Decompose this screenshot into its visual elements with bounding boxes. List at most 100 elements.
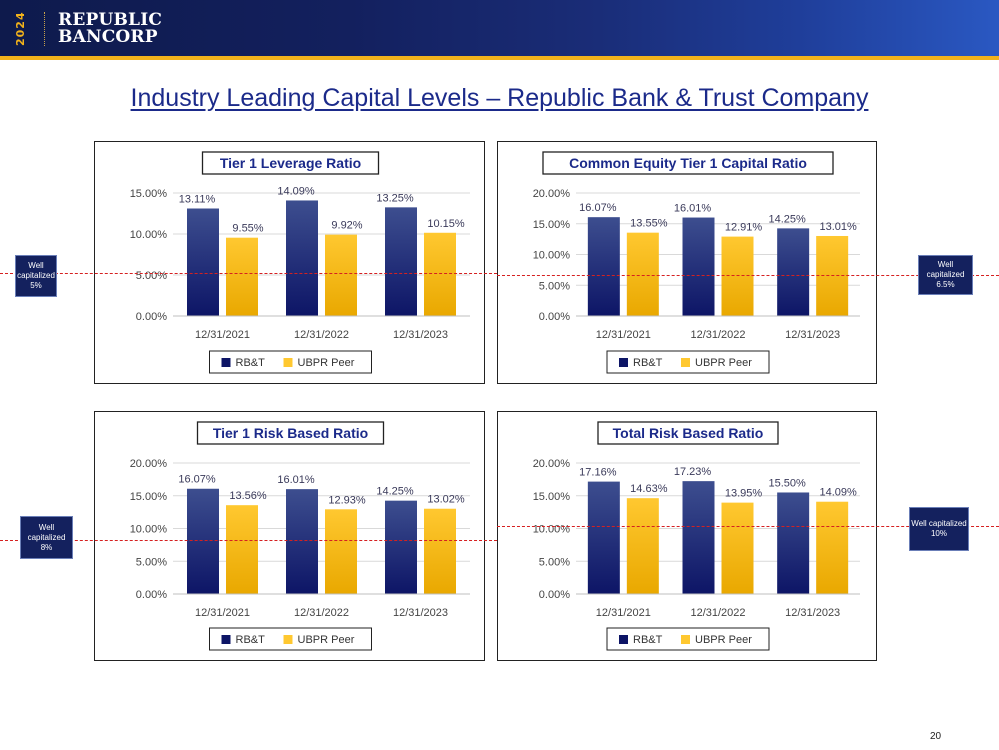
- y-tick-label: 0.00%: [136, 311, 167, 323]
- y-tick-label: 0.00%: [136, 589, 167, 601]
- bar-rbt: [385, 500, 417, 594]
- y-tick-label: 15.00%: [533, 491, 571, 503]
- chart-panel-cet1: Common Equity Tier 1 Capital Ratio 0.00% 5…: [497, 141, 877, 384]
- legend-swatch-rbt: [619, 358, 628, 367]
- bar-ubpr-peer: [325, 509, 357, 594]
- x-tick-label: 12/31/2022: [294, 329, 349, 341]
- header-banner: 2024 REPUBLIC BANCORP: [0, 0, 999, 56]
- data-label-ubpr-peer: 13.02%: [427, 494, 465, 506]
- data-label-ubpr-peer: 9.92%: [331, 220, 362, 232]
- logo-text-bancorp: BANCORP: [58, 27, 158, 47]
- legend-swatch-ubpr-peer: [283, 358, 293, 367]
- x-tick-label: 12/31/2021: [195, 607, 250, 619]
- y-tick-label: 15.00%: [130, 188, 168, 200]
- y-tick-label: 10.00%: [130, 524, 168, 536]
- bar-rbt: [587, 217, 620, 316]
- bar-ubpr-peer: [424, 232, 456, 316]
- data-label-rbt: 16.01%: [674, 203, 712, 215]
- legend-label-rbt: RB&T: [633, 357, 663, 369]
- data-label-ubpr-peer: 14.09%: [820, 487, 858, 499]
- x-tick-label: 12/31/2023: [785, 329, 840, 341]
- chart-title-box: [201, 151, 380, 175]
- logo-year: 2024: [14, 11, 27, 47]
- x-tick-label: 12/31/2022: [294, 607, 349, 619]
- well-capitalized-badge-bl: Well capitalized 8%: [20, 516, 73, 559]
- data-label-ubpr-peer: 13.56%: [229, 490, 267, 502]
- data-label-rbt: 17.23%: [674, 466, 712, 478]
- legend-label-rbt: RB&T: [236, 634, 266, 646]
- bar-ubpr-peer: [721, 236, 754, 316]
- page-number: 20: [930, 731, 942, 742]
- chart-title-box: [597, 421, 779, 445]
- x-tick-label: 12/31/2021: [195, 329, 250, 341]
- chart-svg-tier1-leverage: Tier 1 Leverage Ratio 0.00% 5.00% 10.00% 15.…: [130, 151, 470, 374]
- bar-rbt: [187, 488, 219, 594]
- data-label-ubpr-peer: 13.55%: [630, 218, 668, 230]
- data-label-rbt: 16.01%: [277, 474, 315, 486]
- legend-label-ubpr-peer: UBPR Peer: [695, 357, 752, 369]
- data-label-ubpr-peer: 9.55%: [232, 223, 263, 235]
- bar-ubpr-peer: [626, 232, 659, 316]
- data-label-rbt: 13.25%: [376, 192, 414, 204]
- bar-ubpr-peer: [816, 501, 849, 594]
- threshold-line-cet1: [497, 275, 999, 276]
- legend-label-rbt: RB&T: [633, 634, 663, 646]
- bar-rbt: [385, 207, 417, 316]
- legend-swatch-rbt: [221, 358, 231, 367]
- y-tick-label: 20.00%: [130, 458, 168, 470]
- y-tick-label: 10.00%: [130, 229, 168, 241]
- y-tick-label: 5.00%: [539, 556, 570, 568]
- chart-panel-total-risk-based: Total Risk Based Ratio 0.00% 5.00% 10.00% 15…: [497, 411, 877, 661]
- data-label-rbt: 17.16%: [579, 467, 617, 479]
- x-tick-label: 12/31/2021: [596, 329, 651, 341]
- bar-ubpr-peer: [325, 234, 357, 316]
- chart-title: Tier 1 Leverage Ratio: [220, 155, 361, 171]
- threshold-line-tier1-leverage: [0, 273, 497, 274]
- x-tick-label: 12/31/2023: [393, 329, 448, 341]
- threshold-line-total-risk-based: [497, 526, 999, 527]
- bar-rbt: [682, 217, 715, 316]
- legend-label-rbt: RB&T: [236, 357, 266, 369]
- y-tick-label: 5.00%: [136, 270, 167, 282]
- chart-svg-tier1-risk-based: Tier 1 Risk Based Ratio 0.00% 5.00% 10.00% 1…: [130, 421, 470, 651]
- bar-ubpr-peer: [626, 498, 659, 594]
- data-label-ubpr-peer: 13.01%: [820, 221, 858, 233]
- well-capitalized-badge-br: Well capitalized 10%: [909, 507, 969, 551]
- bar-ubpr-peer: [721, 502, 754, 594]
- legend-label-ubpr-peer: UBPR Peer: [298, 357, 355, 369]
- data-label-rbt: 16.07%: [579, 202, 617, 214]
- data-label-ubpr-peer: 13.95%: [725, 488, 763, 500]
- bar-rbt: [587, 481, 620, 594]
- header-gold-rule: [0, 56, 999, 60]
- data-label-rbt: 14.25%: [769, 213, 807, 225]
- legend-swatch-ubpr-peer: [681, 358, 690, 367]
- y-tick-label: 0.00%: [539, 589, 570, 601]
- bar-rbt: [286, 489, 318, 594]
- chart-title: Total Risk Based Ratio: [613, 425, 764, 441]
- legend-label-ubpr-peer: UBPR Peer: [695, 634, 752, 646]
- y-tick-label: 15.00%: [533, 219, 571, 231]
- data-label-ubpr-peer: 14.63%: [630, 483, 668, 495]
- logo-separator: [44, 12, 45, 46]
- y-tick-label: 5.00%: [136, 556, 167, 568]
- bar-rbt: [777, 228, 810, 316]
- y-tick-label: 20.00%: [533, 458, 571, 470]
- data-label-rbt: 14.09%: [277, 185, 315, 197]
- y-tick-label: 15.00%: [130, 491, 168, 503]
- chart-title: Tier 1 Risk Based Ratio: [213, 425, 368, 441]
- bar-rbt: [286, 200, 318, 316]
- y-tick-label: 20.00%: [533, 188, 571, 200]
- x-tick-label: 12/31/2023: [785, 607, 840, 619]
- bar-rbt: [187, 208, 219, 316]
- bar-ubpr-peer: [424, 508, 456, 594]
- chart-title: Common Equity Tier 1 Capital Ratio: [569, 155, 807, 171]
- legend-swatch-ubpr-peer: [681, 635, 690, 644]
- y-tick-label: 5.00%: [539, 280, 570, 292]
- chart-panel-tier1-risk-based: Tier 1 Risk Based Ratio 0.00% 5.00% 10.00% 1…: [94, 411, 485, 661]
- data-label-rbt: 14.25%: [376, 486, 414, 498]
- legend-swatch-rbt: [221, 635, 231, 644]
- data-label-rbt: 15.50%: [769, 477, 807, 489]
- well-capitalized-badge-tr: Well capitalized 6.5%: [918, 255, 973, 295]
- x-tick-label: 12/31/2022: [690, 329, 745, 341]
- chart-svg-cet1: Common Equity Tier 1 Capital Ratio 0.00% 5…: [533, 151, 860, 374]
